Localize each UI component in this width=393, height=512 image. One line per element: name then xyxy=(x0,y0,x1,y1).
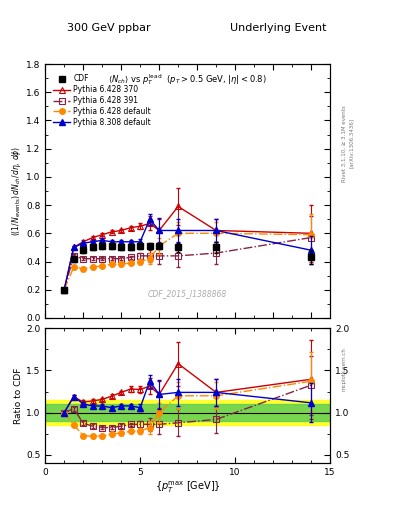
Text: CDF_2015_I1388868: CDF_2015_I1388868 xyxy=(148,289,227,297)
Legend: CDF, Pythia 6.428 370, Pythia 6.428 391, Pythia 6.428 default, Pythia 8.308 defa: CDF, Pythia 6.428 370, Pythia 6.428 391,… xyxy=(52,73,152,129)
Text: Underlying Event: Underlying Event xyxy=(230,23,326,33)
Y-axis label: Ratio to CDF: Ratio to CDF xyxy=(14,368,23,424)
X-axis label: $\{p_T^{\rm max}$ [GeV]$\}$: $\{p_T^{\rm max}$ [GeV]$\}$ xyxy=(155,480,220,496)
Y-axis label: $((1/N_{\rm events})\, dN_{ch}/d\eta,\, d\phi)$: $((1/N_{\rm events})\, dN_{ch}/d\eta,\, … xyxy=(10,146,23,236)
Text: 300 GeV ppbar: 300 GeV ppbar xyxy=(67,23,151,33)
Text: [arXiv:1306.3436]: [arXiv:1306.3436] xyxy=(349,118,354,168)
Text: Rivet 3.1.10, ≥ 3.1M events: Rivet 3.1.10, ≥ 3.1M events xyxy=(342,105,346,182)
Text: $\langle N_{ch}\rangle$ vs $p_T^{\rm lead}$  ($p_T > 0.5$ GeV, $|\eta| < 0.8$): $\langle N_{ch}\rangle$ vs $p_T^{\rm lea… xyxy=(108,72,267,87)
Text: mcplots.cern.ch: mcplots.cern.ch xyxy=(342,347,346,391)
